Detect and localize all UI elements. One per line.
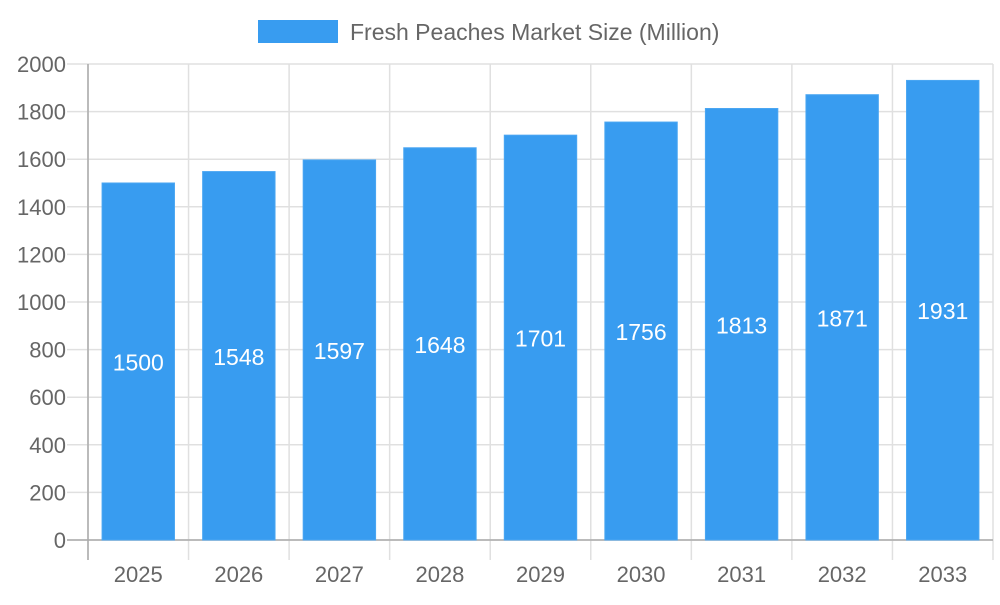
y-tick-label: 1600 [17,147,66,172]
x-tick-label: 2031 [717,562,766,587]
data-label: 1756 [615,319,666,345]
data-label: 1931 [917,298,968,324]
x-tick-label: 2030 [617,562,666,587]
y-tick-label: 600 [29,385,66,410]
y-tick-label: 1400 [17,195,66,220]
bar [604,121,678,541]
data-label: 1871 [817,305,868,331]
bar [704,108,779,541]
data-label: 1500 [113,350,164,376]
data-label: 1648 [414,332,465,358]
y-tick-label: 1200 [17,242,66,267]
x-tick-label: 2032 [818,562,867,587]
bar [503,134,578,541]
y-tick-label: 0 [54,528,66,553]
bar [302,159,377,541]
x-tick-label: 2029 [516,562,565,587]
x-tick-label: 2025 [114,562,163,587]
x-tick-label: 2027 [315,562,364,587]
y-tick-label: 200 [29,480,66,505]
bar [906,79,980,541]
y-tick-label: 800 [29,338,66,363]
y-axis: 0 200 400 600 800 1000 1200 1400 1600 1800 2000 [17,52,66,553]
x-tick-label: 2028 [415,562,464,587]
legend-label: Fresh Peaches Market Size (Million) [350,19,719,45]
bars: 1500 1548 1597 1648 1701 1756 1813 1871 1931 [101,79,980,541]
x-tick-label: 2026 [214,562,263,587]
legend-swatch [258,20,338,43]
data-label: 1701 [515,326,566,352]
y-tick-label: 1800 [17,100,66,125]
x-tick-label: 2033 [918,562,967,587]
y-tick-label: 2000 [17,52,66,77]
bar [805,94,879,541]
data-label: 1597 [314,338,365,364]
data-label: 1813 [716,312,767,338]
y-tick-label: 1000 [17,290,66,315]
y-tick-label: 400 [29,433,66,458]
x-axis: 2025 2026 2027 2028 2029 2030 2031 2032 2033 [114,562,967,587]
bar [202,171,276,541]
legend: Fresh Peaches Market Size (Million) [258,19,719,45]
bar [403,147,477,541]
bar [101,182,175,541]
data-label: 1548 [213,344,264,370]
